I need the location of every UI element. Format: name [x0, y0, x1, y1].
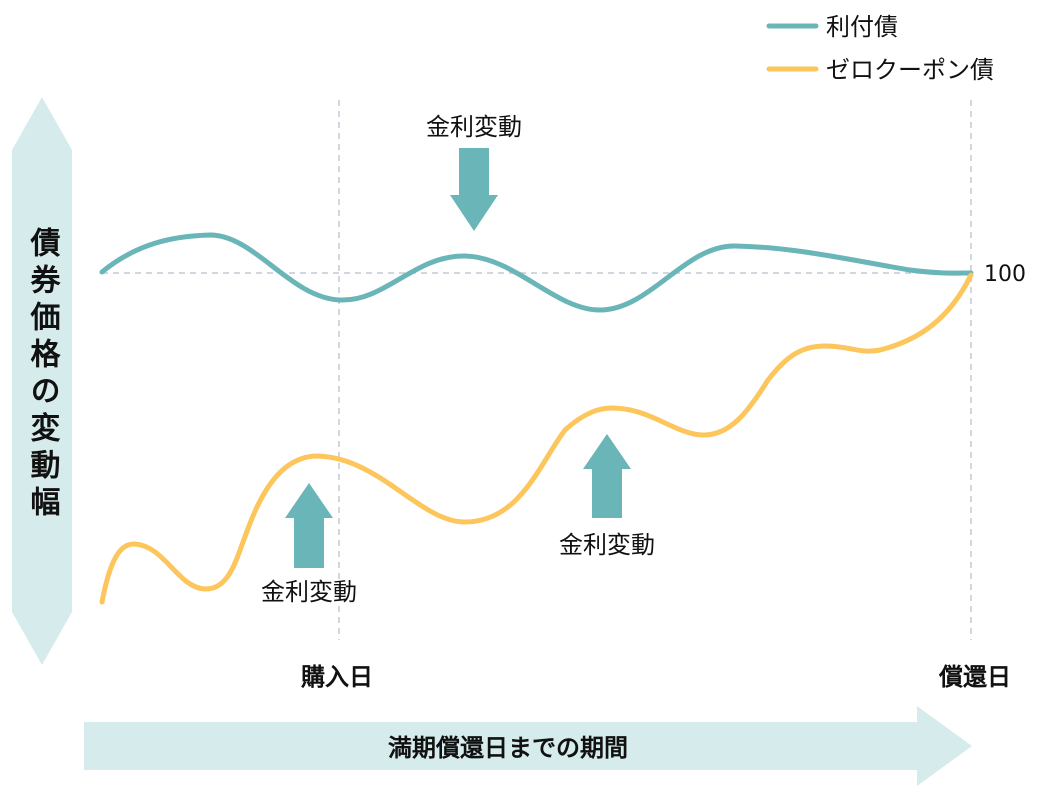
y-axis-arrow: 債券価格の変動幅 — [12, 97, 72, 665]
y-axis-arrow-shape — [12, 97, 72, 665]
up-arrow-icon — [583, 434, 631, 518]
interest-rate-change-annotation-top: 金利変動 — [426, 113, 522, 231]
annotation-label-left: 金利変動 — [261, 578, 357, 606]
legend: 利付債 ゼロクーポン債 — [766, 13, 994, 84]
annotation-label-top: 金利変動 — [426, 113, 522, 141]
redemption-date-label: 償還日 — [938, 663, 1011, 691]
coupon-bond-curve — [99, 232, 974, 313]
annotation-label-right: 金利変動 — [559, 531, 655, 559]
up-arrow-icon — [285, 483, 333, 568]
purchase-date-label: 購入日 — [301, 663, 373, 691]
interest-rate-change-annotation-right: 金利変動 — [559, 434, 655, 559]
par-value-label: 100 — [984, 262, 1026, 287]
x-axis-label: 満期償還日までの期間 — [388, 734, 628, 762]
interest-rate-change-annotation-left: 金利変動 — [261, 483, 357, 606]
y-axis-label: 債券価格の変動幅 — [25, 227, 62, 523]
legend-label-zero-coupon-bond: ゼロクーポン債 — [826, 56, 994, 84]
x-axis-arrow-shape — [84, 706, 972, 786]
legend-label-coupon-bond: 利付債 — [826, 13, 898, 41]
zero-coupon-bond-curve — [99, 272, 974, 605]
x-axis-arrow: 満期償還日までの期間 — [84, 706, 972, 786]
down-arrow-icon — [450, 148, 498, 231]
guide-lines — [102, 100, 972, 640]
